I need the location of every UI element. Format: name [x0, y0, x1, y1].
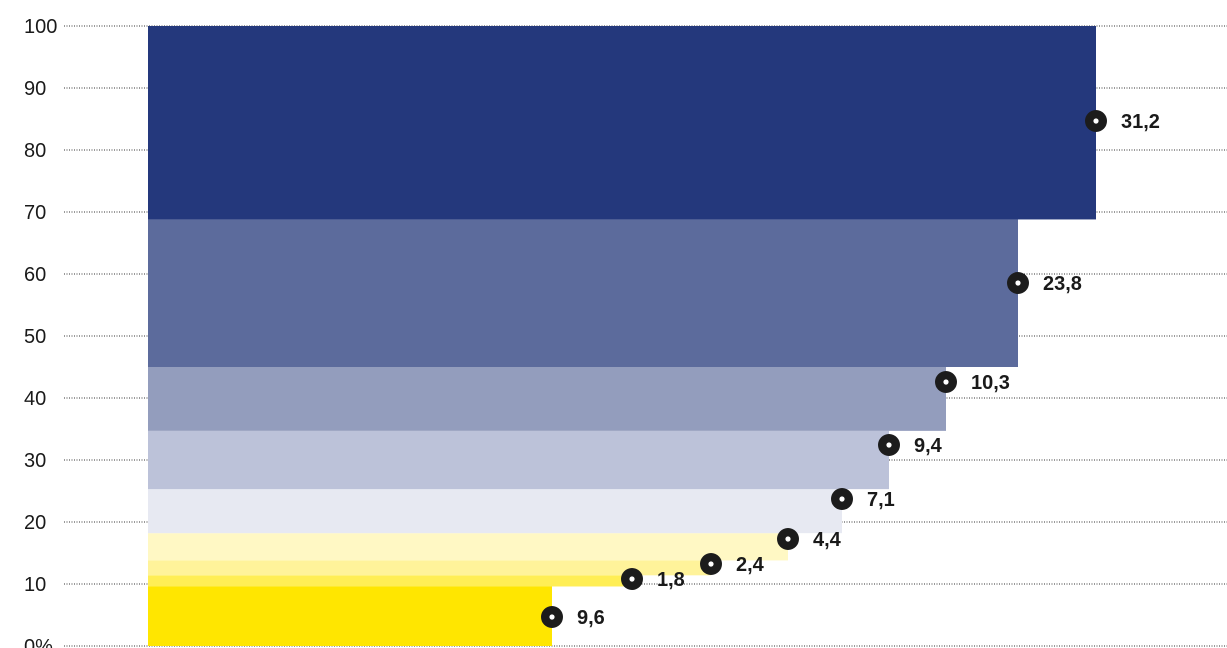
bar-segment — [148, 586, 552, 646]
data-label: 4,4 — [813, 529, 842, 551]
data-marker-center — [785, 536, 791, 542]
data-label: 2,4 — [736, 554, 765, 576]
data-marker — [777, 528, 799, 550]
data-marker — [541, 606, 563, 628]
data-marker — [935, 371, 957, 393]
data-marker-center — [629, 576, 635, 582]
data-marker-center — [886, 442, 892, 448]
data-marker — [831, 488, 853, 510]
data-labels: 9,6 1,8 2,4 4,4 7,1 9,4 10,3 23,8 31,2 — [577, 111, 1160, 629]
data-markers — [541, 110, 1107, 628]
data-label: 31,2 — [1121, 111, 1160, 133]
bar-segment — [148, 26, 1096, 220]
y-tick-label: 100 — [24, 16, 57, 38]
y-tick-label: 50 — [24, 326, 46, 348]
bar-segment — [148, 560, 711, 576]
data-label: 1,8 — [657, 569, 685, 591]
data-marker — [1085, 110, 1107, 132]
bar-segments — [148, 26, 1096, 646]
bar-segment — [148, 575, 632, 587]
data-marker-center — [839, 496, 845, 502]
bar-segment — [148, 219, 1018, 367]
bar-segment — [148, 489, 842, 534]
data-marker — [1007, 272, 1029, 294]
data-marker-center — [943, 379, 949, 385]
y-tick-label: 0% — [24, 636, 53, 648]
data-marker — [621, 568, 643, 590]
data-marker-center — [1093, 118, 1099, 124]
bar-segment — [148, 367, 946, 431]
y-tick-label: 70 — [24, 202, 46, 224]
y-tick-label: 80 — [24, 140, 46, 162]
data-marker — [878, 434, 900, 456]
y-tick-label: 30 — [24, 450, 46, 472]
y-tick-label: 10 — [24, 574, 46, 596]
data-label: 9,4 — [914, 435, 943, 457]
data-marker — [700, 553, 722, 575]
data-label: 7,1 — [867, 489, 895, 511]
y-tick-label: 40 — [24, 388, 46, 410]
y-axis-tick-labels: 0% 10 20 30 40 50 60 70 80 90 100 — [24, 16, 57, 648]
data-label: 23,8 — [1043, 273, 1082, 295]
bar-segment — [148, 430, 889, 490]
y-tick-label: 90 — [24, 78, 46, 100]
data-marker-center — [708, 561, 714, 567]
data-marker-center — [1015, 280, 1021, 286]
bar-segment — [148, 533, 788, 561]
y-tick-label: 60 — [24, 264, 46, 286]
data-label: 9,6 — [577, 607, 605, 629]
y-tick-label: 20 — [24, 512, 46, 534]
data-marker-center — [549, 614, 555, 620]
data-label: 10,3 — [971, 372, 1010, 394]
